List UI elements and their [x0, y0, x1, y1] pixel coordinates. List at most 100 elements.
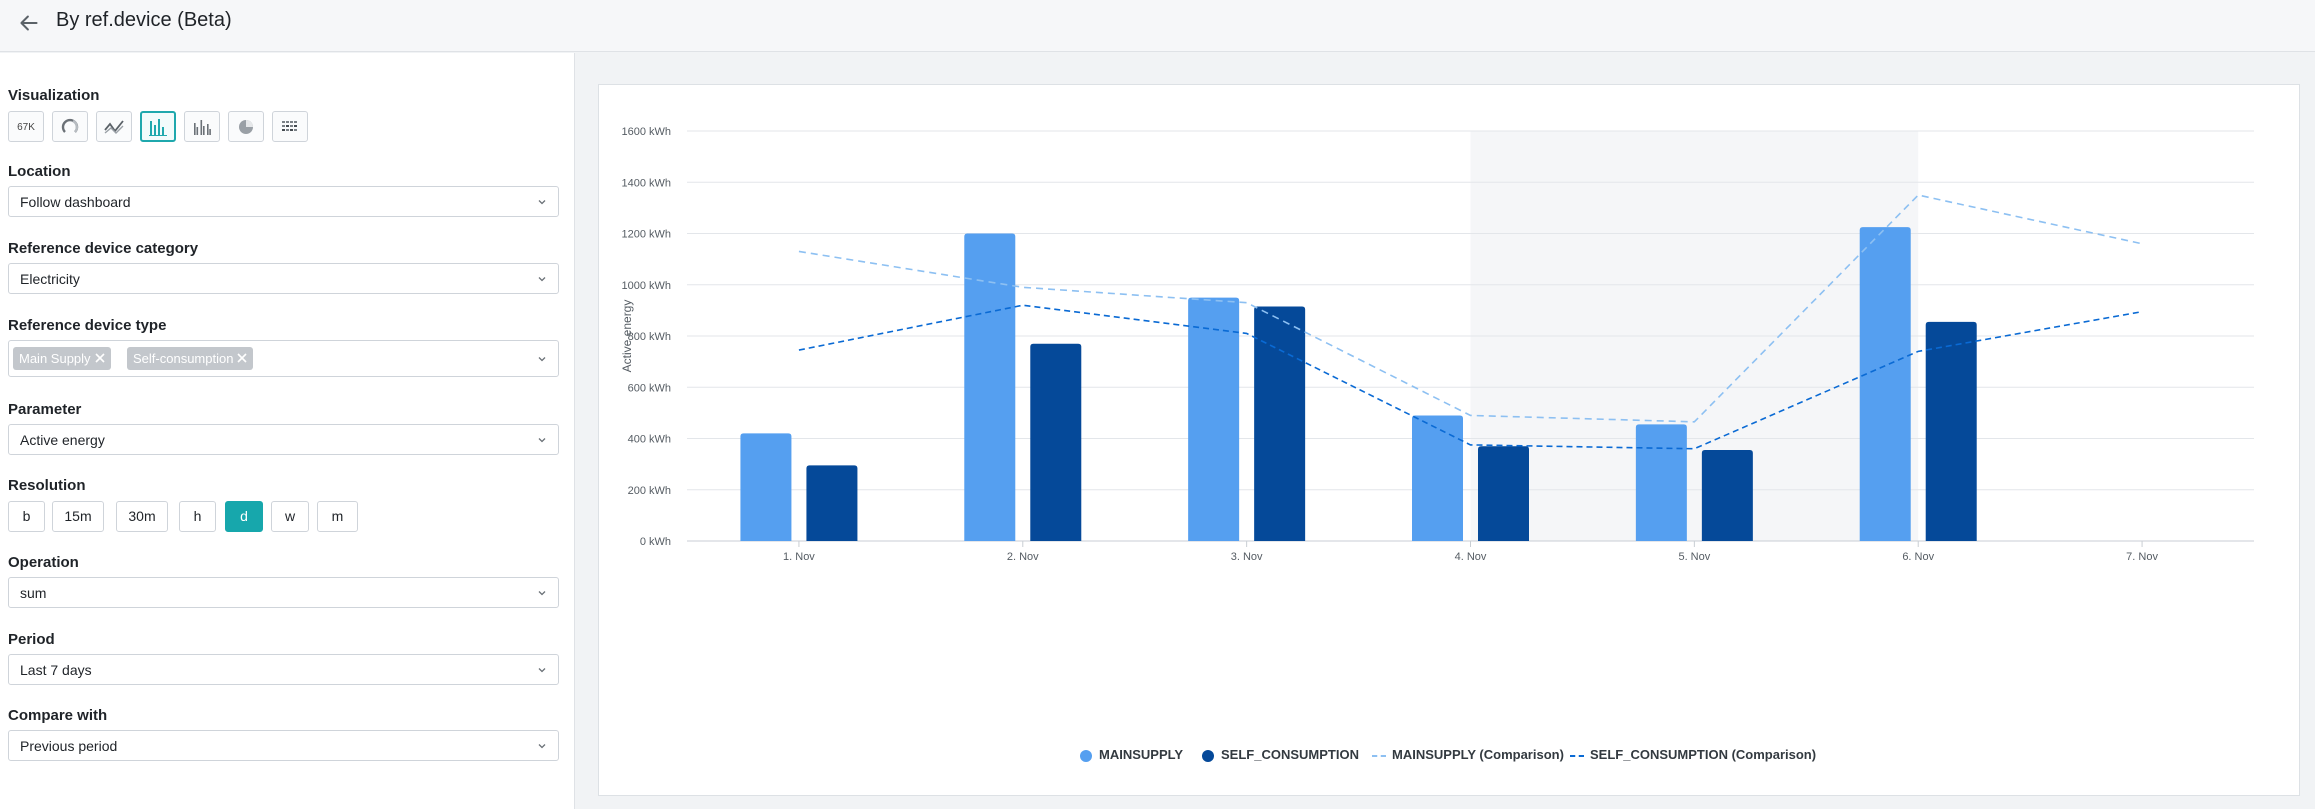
chevron-down-icon [538, 744, 546, 749]
operation-value: sum [20, 585, 47, 601]
viz-option-line[interactable] [96, 111, 132, 142]
legend-dot-icon [1202, 750, 1214, 762]
compare-label: Compare with [8, 707, 108, 724]
parameter-select[interactable]: Active energy [8, 424, 559, 455]
type-multiselect[interactable]: Main Supply Self-consumption [8, 340, 559, 377]
resolution-m[interactable]: m [317, 501, 358, 532]
period-label: Period [8, 631, 55, 648]
chevron-down-icon [538, 357, 546, 362]
y-tick-label: 1200 kWh [621, 229, 671, 241]
x-tick-label: 5. Nov [1678, 551, 1710, 563]
operation-select[interactable]: sum [8, 577, 559, 608]
y-tick-label: 200 kWh [628, 485, 671, 497]
bar-mainsupply [964, 233, 1016, 541]
close-icon[interactable] [236, 352, 248, 364]
x-tick-label: 7. Nov [2126, 551, 2158, 563]
period-select[interactable]: Last 7 days [8, 654, 559, 685]
line-chart-icon [104, 119, 124, 134]
location-value: Follow dashboard [20, 194, 131, 210]
viz-option-pie[interactable] [228, 111, 264, 142]
type-label: Reference device type [8, 317, 167, 334]
y-tick-label: 1000 kWh [621, 280, 671, 292]
period-value: Last 7 days [20, 662, 92, 678]
resolution-30m[interactable]: 30m [116, 501, 168, 532]
resolution-w[interactable]: w [271, 501, 309, 532]
chevron-down-icon [538, 591, 546, 596]
visualization-label: Visualization [8, 87, 100, 104]
energy-chart[interactable]: 0 kWh 200 kWh 400 kWh 600 kWh 800 kWh 1000 kW… [599, 85, 2299, 735]
viz-option-heatmap[interactable] [272, 111, 308, 142]
bar-self-consumption [806, 465, 858, 541]
bar-self-consumption [1254, 306, 1306, 541]
y-tick-label: 1400 kWh [621, 177, 671, 189]
close-icon[interactable] [94, 352, 106, 364]
resolution-h[interactable]: h [179, 501, 216, 532]
chevron-down-icon [538, 200, 546, 205]
operation-label: Operation [8, 554, 79, 571]
chevron-down-icon [538, 438, 546, 443]
bar-self-consumption [1701, 450, 1753, 541]
bar-self-consumption [1925, 321, 1977, 541]
category-label: Reference device category [8, 240, 199, 257]
legend-dash-icon [1570, 755, 1584, 757]
viz-option-grouped-bar[interactable] [184, 111, 220, 142]
legend-dot-icon [1080, 750, 1092, 762]
bar-self-consumption [1478, 446, 1529, 541]
bar-mainsupply [1635, 424, 1687, 541]
location-select[interactable]: Follow dashboard [8, 186, 559, 217]
x-tick-label: 6. Nov [1902, 551, 1934, 563]
grouped-bar-chart-icon [194, 119, 211, 135]
viz-option-bar[interactable] [140, 111, 176, 142]
compare-value: Previous period [20, 738, 118, 754]
bar-mainsupply [740, 433, 792, 541]
legend-label: SELF_CONSUMPTION [1221, 747, 1359, 762]
x-tick-label: 4. Nov [1455, 551, 1487, 563]
parameter-value: Active energy [20, 432, 105, 448]
x-tick-label: 2. Nov [1007, 551, 1039, 563]
legend-label: MAINSUPPLY (Comparison) [1392, 747, 1564, 762]
line-self-consumption-comparison- [798, 304, 2143, 450]
number-tile-icon: 67K [17, 122, 35, 133]
legend-label: SELF_CONSUMPTION (Comparison) [1590, 747, 1817, 762]
bar-mainsupply [1859, 227, 1911, 541]
y-tick-label: 600 kWh [628, 382, 671, 394]
location-label: Location [8, 163, 71, 180]
resolution-d[interactable]: d [225, 501, 263, 532]
category-select[interactable]: Electricity [8, 263, 559, 294]
legend-dash-icon [1372, 755, 1386, 757]
x-tick-label: 3. Nov [1231, 551, 1263, 563]
legend-label: MAINSUPPLY [1099, 747, 1184, 762]
arrow-left-icon[interactable] [16, 10, 42, 36]
bar-chart-icon [149, 118, 167, 136]
compare-select[interactable]: Previous period [8, 730, 559, 761]
chevron-down-icon [538, 668, 546, 673]
heatmap-icon [282, 120, 297, 131]
tag-main-supply: Main Supply [13, 347, 111, 370]
x-tick-label: 1. Nov [783, 551, 815, 563]
tag-self-consumption: Self-consumption [127, 347, 254, 370]
resolution-b[interactable]: b [8, 501, 45, 532]
bar-self-consumption [1030, 343, 1082, 541]
chart-legend: MAINSUPPLY SELF_CONSUMPTION MAINSUPPLY (… [599, 747, 2299, 767]
y-tick-label: 800 kWh [628, 331, 671, 343]
bar-mainsupply [1412, 415, 1463, 541]
settings-panel: Visualization 67K [0, 53, 575, 809]
top-bar: By ref.device (Beta) [0, 0, 2315, 52]
bar-mainsupply [1188, 297, 1240, 541]
tag-label: Main Supply [19, 351, 91, 366]
tag-label: Self-consumption [133, 351, 234, 366]
viz-option-gauge[interactable] [52, 111, 88, 142]
viz-option-number[interactable]: 67K [8, 111, 44, 142]
resolution-label: Resolution [8, 477, 86, 494]
y-tick-label: 400 kWh [628, 434, 671, 446]
y-axis-label: Active energy [620, 300, 634, 373]
chevron-down-icon [538, 277, 546, 282]
line-mainsupply-comparison- [798, 194, 2143, 423]
resolution-buttons: b 15m 30m h d w m [8, 501, 408, 532]
resolution-15m[interactable]: 15m [52, 501, 104, 532]
chart-card: 0 kWh 200 kWh 400 kWh 600 kWh 800 kWh 1000 kW… [598, 84, 2300, 796]
page-title: By ref.device (Beta) [56, 9, 232, 31]
y-tick-label: 1600 kWh [621, 126, 671, 138]
y-tick-label: 0 kWh [640, 536, 671, 548]
gauge-icon [61, 118, 79, 133]
